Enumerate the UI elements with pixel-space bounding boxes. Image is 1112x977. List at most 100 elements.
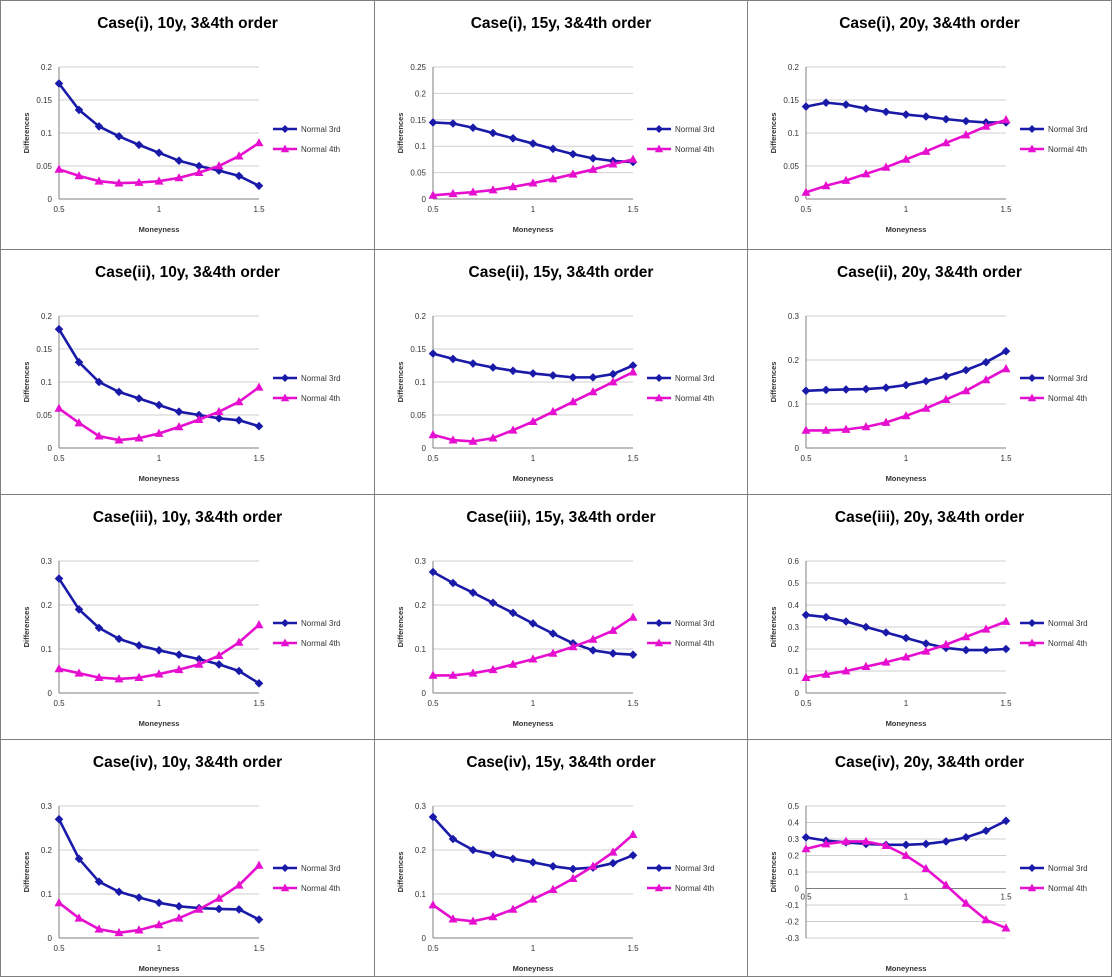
data-point — [54, 79, 64, 88]
data-point — [174, 902, 184, 911]
data-point — [174, 173, 184, 182]
data-point — [154, 176, 164, 185]
data-point — [428, 190, 438, 199]
data-point — [214, 650, 224, 659]
x-axis-title: Moneyness — [886, 225, 927, 234]
data-point — [568, 864, 578, 874]
data-point — [468, 916, 478, 925]
data-point — [961, 632, 971, 641]
data-point — [628, 154, 638, 163]
data-point — [154, 400, 164, 410]
data-point — [54, 403, 64, 412]
data-point — [134, 177, 144, 186]
legend-marker — [1028, 125, 1036, 133]
data-point — [961, 365, 971, 375]
x-tick-label: 0.5 — [427, 454, 439, 463]
data-point — [134, 140, 144, 150]
y-tick-label: 0 — [422, 689, 427, 698]
data-point — [488, 185, 498, 194]
y-tick-label: -0.2 — [785, 918, 799, 927]
data-point — [468, 187, 478, 196]
data-point — [921, 376, 931, 386]
x-tick-label: 0.5 — [427, 699, 439, 708]
x-tick-label: 1 — [904, 893, 909, 902]
y-tick-label: 0.1 — [415, 645, 427, 654]
data-point — [74, 605, 84, 614]
data-point — [234, 151, 244, 160]
data-point — [254, 860, 264, 869]
chart-panel: Case(ii), 10y, 3&4th order 0 0.05 0.1 0.15 0.… — [0, 250, 375, 495]
y-axis-title: Differences — [769, 113, 778, 154]
y-tick-label: 0.15 — [36, 96, 52, 105]
data-point — [468, 668, 478, 677]
x-tick-label: 1.5 — [253, 699, 265, 708]
chart-panel: Case(ii), 20y, 3&4th order 0 0.1 0.2 0.3 0.5 1… — [748, 250, 1112, 495]
data-point — [134, 672, 144, 681]
x-tick-label: 1 — [531, 454, 536, 463]
data-point — [134, 433, 144, 442]
legend-label: Normal 4th — [1048, 394, 1087, 403]
y-tick-label: 0.1 — [415, 890, 427, 899]
y-tick-label: 0.2 — [788, 63, 800, 72]
data-point — [488, 598, 498, 608]
data-point — [801, 672, 811, 681]
data-point — [921, 646, 931, 655]
data-point — [588, 373, 598, 382]
y-tick-label: 0.15 — [410, 345, 426, 354]
data-point — [588, 634, 598, 643]
x-axis-title: Moneyness — [139, 225, 180, 234]
chart-plot: 0 0.05 0.1 0.15 0.2 0.5 1 1.5 Moneyness Differenc… — [769, 63, 1088, 234]
y-tick-label: 0.5 — [788, 802, 800, 811]
data-point — [234, 415, 244, 425]
y-axis-title: Differences — [396, 607, 405, 648]
y-tick-label: -0.3 — [785, 934, 799, 943]
y-tick-label: 0.3 — [788, 312, 800, 321]
x-tick-label: 1.5 — [253, 944, 265, 953]
chart-plot: 0 0.1 0.2 0.3 0.5 1 1.5 Moneyness Differences Nor… — [769, 312, 1088, 483]
x-tick-label: 1.5 — [253, 205, 265, 214]
legend-marker — [654, 638, 664, 647]
data-point — [94, 377, 104, 387]
legend-marker — [280, 638, 290, 647]
data-point — [54, 664, 64, 673]
y-tick-label: 0.1 — [415, 142, 427, 151]
data-point — [234, 880, 244, 889]
legend-label: Normal 4th — [301, 394, 340, 403]
x-tick-label: 1 — [157, 454, 162, 463]
data-point — [488, 363, 498, 372]
legend-marker — [280, 883, 290, 892]
y-axis-title: Differences — [22, 852, 31, 893]
data-point — [961, 386, 971, 395]
data-point — [881, 417, 891, 426]
data-point — [194, 161, 204, 171]
y-tick-label: 0 — [422, 444, 427, 453]
y-axis-title: Differences — [22, 607, 31, 648]
y-tick-label: 0.1 — [41, 890, 53, 899]
data-point — [608, 625, 618, 634]
data-point — [548, 406, 558, 416]
data-point — [508, 366, 518, 376]
data-point — [54, 814, 64, 824]
data-point — [941, 639, 951, 648]
data-point — [548, 371, 558, 380]
data-point — [628, 612, 638, 621]
x-tick-label: 1.5 — [627, 454, 639, 463]
y-tick-label: 0.25 — [410, 63, 426, 72]
data-point — [568, 642, 578, 651]
data-point — [588, 861, 598, 870]
data-point — [901, 411, 911, 420]
data-point — [134, 641, 144, 650]
data-point — [154, 428, 164, 437]
x-axis-title: Moneyness — [513, 225, 554, 234]
x-axis-title: Moneyness — [513, 474, 554, 483]
data-point — [608, 377, 618, 386]
data-point — [428, 670, 438, 679]
legend-label: Normal 3rd — [301, 864, 341, 873]
data-point — [488, 433, 498, 442]
data-point — [981, 121, 991, 130]
data-point — [881, 657, 891, 666]
y-tick-label: 0.2 — [415, 846, 427, 855]
data-point — [608, 159, 618, 168]
data-point — [74, 913, 84, 922]
data-point — [801, 102, 811, 111]
